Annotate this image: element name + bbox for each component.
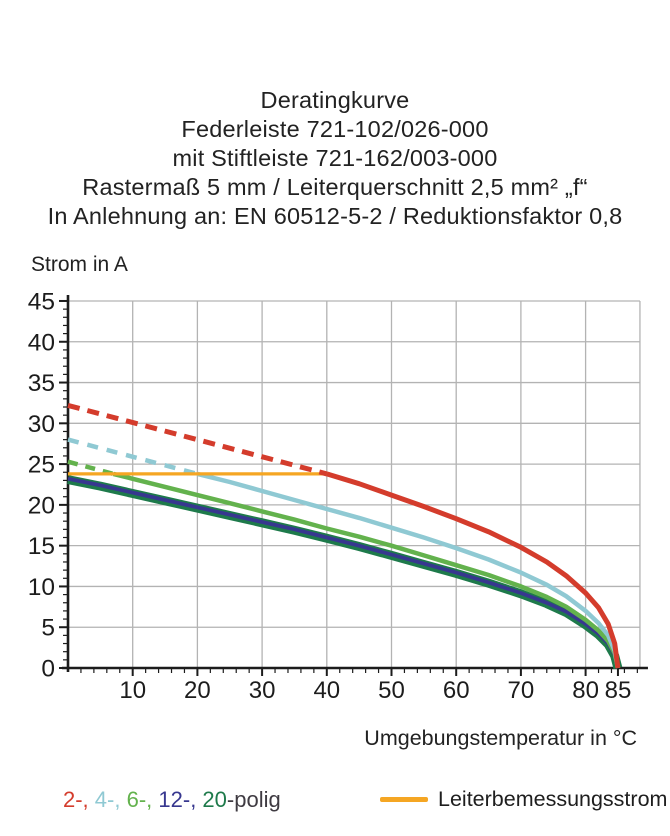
y-tick-label: 30 (28, 411, 55, 438)
curve-4-polig-dashed (67, 437, 198, 477)
x-axis-title: Umgebungstemperatur in °C (364, 726, 637, 750)
title-line-1: Deratingkurve (260, 87, 410, 113)
x-tick-label: 85 (605, 677, 632, 704)
legend-pole-segment: 6-, (126, 787, 159, 812)
y-axis-title: Strom in A (31, 253, 128, 276)
y-tick-label: 25 (28, 452, 55, 479)
y-tick-label: 35 (28, 370, 55, 397)
curve-2-polig-solid (326, 471, 621, 669)
title-line-4: Rastermaß 5 mm / Leiterquerschnitt 2,5 m… (82, 174, 588, 200)
curve-6-polig-solid (112, 471, 621, 669)
y-tick-label: 40 (28, 329, 55, 356)
curve-2-polig-dashed (67, 402, 328, 477)
title-line-5: In Anlehnung an: EN 60512-5-2 / Reduktio… (47, 203, 623, 229)
curve-6-polig-dashed (67, 459, 114, 477)
title-line-2: Federleiste 721-102/026-000 (181, 116, 489, 142)
reference-legend: Leiterbemessungsstrom (380, 787, 667, 812)
x-tick-label: 60 (443, 677, 470, 704)
y-tick-label: 0 (41, 656, 55, 683)
x-tick-label: 70 (508, 677, 535, 704)
legend-pole-segment: 4-, (94, 787, 127, 812)
legend-pole-segment: -polig (226, 787, 281, 812)
reference-line-swatch (380, 797, 428, 802)
y-tick-label: 5 (41, 615, 55, 642)
x-tick-label: 80 (572, 677, 599, 704)
chart-title-block: Deratingkurve Federleiste 721-102/026-00… (0, 86, 670, 231)
legend-pole-segment: 2-, (63, 787, 95, 812)
x-tick-label: 50 (378, 677, 405, 704)
curve-12-polig-solid (67, 476, 620, 669)
poles-legend: 2-, 4-, 6-, 12-, 20-polig (63, 787, 281, 813)
legend-pole-segment: 20 (202, 787, 227, 812)
x-tick-label: 30 (249, 677, 276, 704)
reference-legend-label: Leiterbemessungsstrom (438, 787, 668, 811)
x-tick-label: 40 (313, 677, 340, 704)
curve-20-polig-solid (67, 475, 623, 670)
legend-pole-segment: 12-, (158, 787, 203, 812)
title-line-3: mit Stiftleiste 721-162/003-000 (172, 145, 498, 171)
y-tick-label: 20 (28, 492, 55, 519)
y-tick-label: 10 (28, 574, 55, 601)
y-tick-label: 45 (28, 288, 55, 315)
x-tick-label: 10 (119, 677, 146, 704)
x-tick-label: 20 (184, 677, 211, 704)
y-tick-label: 15 (28, 533, 55, 560)
curve-4-polig-solid (196, 471, 621, 669)
